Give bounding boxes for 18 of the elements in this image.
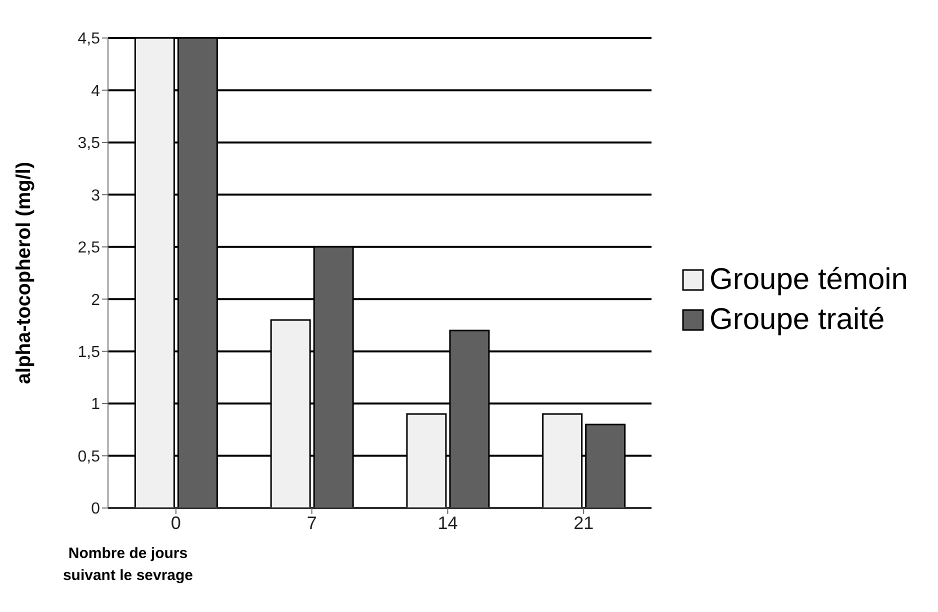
y-tick-label: 4 bbox=[91, 82, 100, 100]
x-tick-label: 0 bbox=[170, 512, 181, 533]
y-tick-label: 2 bbox=[91, 292, 100, 309]
y-tick-label: 4,5 bbox=[78, 30, 100, 48]
y-tick-label: 0 bbox=[91, 500, 100, 518]
y-tick-label: 2,5 bbox=[78, 240, 100, 257]
legend-label: Groupe témoin bbox=[710, 263, 908, 297]
x-tick-label: 21 bbox=[574, 512, 594, 533]
y-axis-title: alpha-tocopherol (mg/l) bbox=[13, 162, 36, 384]
x-tick-label: 7 bbox=[306, 512, 317, 533]
y-tick-label: 0,5 bbox=[78, 448, 100, 466]
y-tick-label: 3,5 bbox=[78, 135, 100, 152]
legend-label: Groupe traité bbox=[710, 303, 885, 337]
x-axis-title: Nombre de jours suivant le sevrage bbox=[62, 545, 194, 584]
y-tick-label: 1,5 bbox=[78, 344, 100, 362]
y-tick-label: 1 bbox=[91, 396, 100, 414]
y-tick-label: 3 bbox=[91, 187, 100, 204]
x-tick-label: 14 bbox=[438, 512, 458, 533]
